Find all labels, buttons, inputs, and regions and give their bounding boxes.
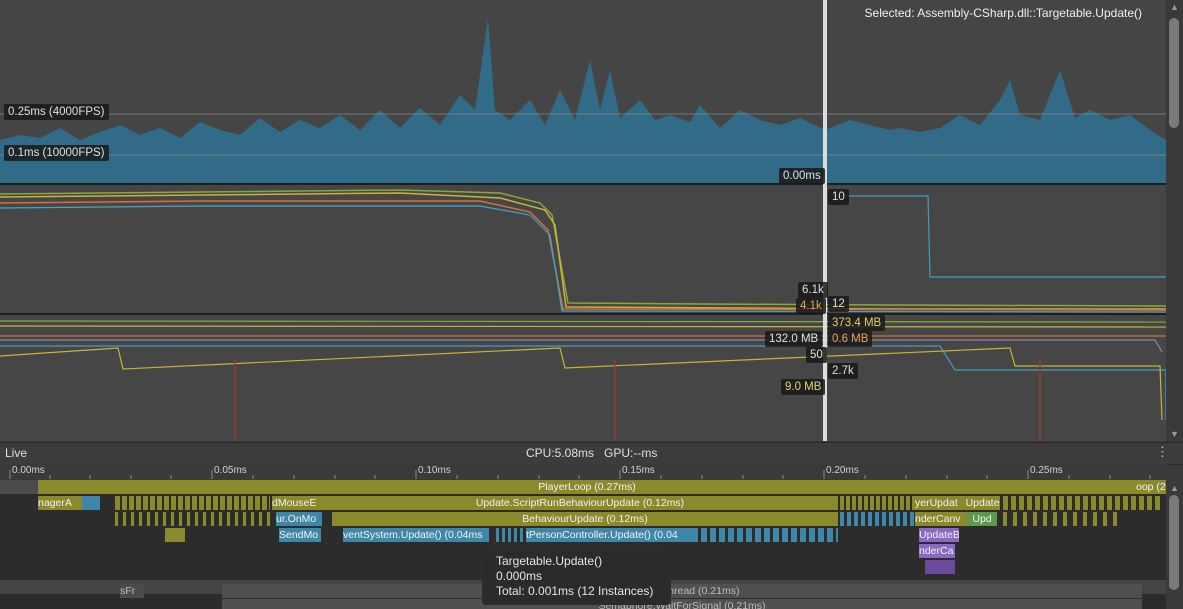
live-label[interactable]: Live [5, 446, 28, 460]
status-bar: Live CPU:5.08ms GPU:--ms ⋮ [0, 442, 1183, 465]
ur-onmo-bar[interactable]: ur.OnMo [276, 512, 322, 526]
timeline-bar[interactable] [1003, 496, 1163, 510]
time-ruler[interactable]: 0.00ms 0.05ms 0.10ms 0.15ms 0.20ms 0.25m… [0, 464, 1166, 479]
behaviour-update-bar[interactable]: BehaviourUpdate (0.12ms) [332, 512, 838, 526]
mem-value-b: 132.0 MB [765, 331, 823, 347]
timeline-bar[interactable] [0, 480, 38, 494]
cpu-usage-area [0, 18, 1166, 183]
render-value-d: 12 [828, 296, 849, 312]
playerloop-tail-bar[interactable]: oop (2 [1136, 480, 1166, 494]
timeline-scroll-thumb[interactable] [1169, 495, 1179, 590]
mem-line-1 [0, 320, 1166, 323]
mem-sawtooth [0, 347, 1163, 421]
timeline-bar[interactable] [165, 528, 185, 542]
render-canvas-bar[interactable]: nderCanv [915, 512, 967, 526]
selected-label: Selected: Assembly-CSharp.dll::Targetabl… [864, 6, 1142, 20]
render-value-c: 4.1k [796, 298, 826, 314]
timeline-bar[interactable] [115, 496, 270, 510]
mouse-bar[interactable]: dMouseE [272, 496, 322, 510]
timeline-bar[interactable] [1003, 512, 1123, 526]
timeline-bar[interactable] [840, 496, 915, 510]
manager-bar[interactable]: nagerA [38, 496, 82, 510]
profiler-charts[interactable]: Selected: Assembly-CSharp.dll::Targetabl… [0, 0, 1166, 441]
mem-value-d: 50 [806, 347, 827, 363]
timeline-bar[interactable] [925, 560, 955, 574]
mem-line-4 [0, 339, 1163, 353]
render-line-blue [0, 205, 1166, 313]
mem-value-e: 2.7k [828, 363, 858, 379]
cpu-gpu-readout: CPU:5.08ms GPU:--ms [526, 446, 658, 460]
render-value-b: 6.1k [798, 282, 828, 298]
person-controller-bar[interactable]: tPersonController.Update() (0.04 [526, 528, 692, 542]
mem-line-2 [0, 325, 1166, 328]
timeline-bar[interactable] [82, 496, 100, 510]
scroll-up-icon[interactable]: ▲ [1170, 2, 1179, 12]
mainthread-bar[interactable]: omMainThread (0.21ms) [222, 584, 1142, 598]
sample-tooltip: Targetable.Update() 0.000ms Total: 0.001… [482, 550, 671, 605]
sfr-bar[interactable]: sFr [120, 584, 144, 598]
updateb-bar[interactable]: UpdateB [919, 528, 959, 542]
render-line-orange [0, 200, 1166, 311]
charts-svg [0, 0, 1166, 441]
render-line-yellow [0, 192, 1166, 310]
script-run-bar[interactable]: Update.ScriptRunBehaviourUpdate (0.12ms) [322, 496, 838, 510]
timeline-bar[interactable] [496, 528, 526, 542]
playerloop-bar[interactable]: PlayerLoop (0.27ms) [38, 480, 1136, 494]
update-small-bar[interactable]: Update [965, 496, 1000, 510]
cpu-value-label: 0.00ms [779, 168, 825, 184]
eventsystem-bar[interactable]: ventSystem.Update() (0.04ms [343, 528, 489, 542]
scroll-down-icon[interactable]: ▼ [1170, 429, 1179, 439]
fps-025-label: 0.25ms (4000FPS) [4, 104, 109, 120]
timeline-bar[interactable] [840, 512, 915, 526]
mem-value-f: 9.0 MB [781, 379, 826, 395]
mem-line-5 [0, 345, 1166, 420]
tooltip-name: Targetable.Update() [496, 554, 603, 568]
timeline-scroll-up-icon[interactable]: ▲ [1170, 483, 1179, 493]
ruler-ticks-svg [9, 470, 1151, 479]
tooltip-time: 0.000ms [496, 569, 543, 583]
mem-value-a: 373.4 MB [828, 315, 886, 331]
timeline-bar[interactable] [115, 512, 275, 526]
mem-value-c: 0.6 MB [828, 331, 873, 347]
upd-bar[interactable]: Upd [967, 512, 997, 526]
semaphore-bar[interactable]: Semaphore.WaitForSignal (0.21ms) [222, 599, 1142, 609]
sendmo-bar[interactable]: SendMo [279, 528, 321, 542]
fps-01-label: 0.1ms (10000FPS) [4, 145, 109, 161]
timeline-bar[interactable] [692, 528, 838, 542]
render-line-green [0, 189, 1166, 307]
render-value-a: 10 [828, 189, 849, 205]
charts-scroll-thumb[interactable] [1169, 18, 1179, 128]
player-update-bar[interactable]: yerUpdat [915, 496, 965, 510]
render-line-batches [830, 195, 1166, 278]
tooltip-total: Total: 0.001ms (12 Instances) [496, 584, 654, 598]
nderca-bar[interactable]: nderCa [919, 544, 955, 558]
more-options-icon[interactable]: ⋮ [1156, 444, 1169, 459]
